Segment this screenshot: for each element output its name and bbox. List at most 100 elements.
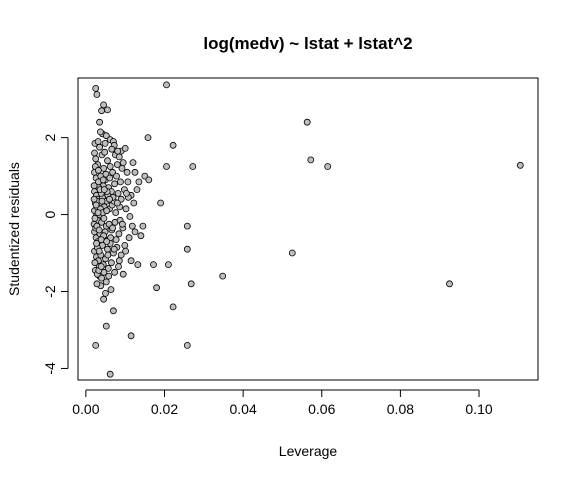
y-tick-label: 0 xyxy=(42,210,58,218)
data-point xyxy=(183,222,191,230)
data-point xyxy=(183,245,191,253)
data-point xyxy=(102,289,109,297)
data-point xyxy=(139,222,147,230)
data-point xyxy=(115,153,123,161)
data-point xyxy=(101,148,109,156)
y-axis-label: Studentized residuals xyxy=(6,162,22,296)
x-axis-label: Leverage xyxy=(279,443,338,459)
data-point xyxy=(187,280,195,288)
data-point xyxy=(105,272,113,280)
data-point xyxy=(183,341,191,349)
data-point xyxy=(93,239,100,247)
data-point xyxy=(169,141,177,149)
data-point xyxy=(113,161,121,169)
data-point xyxy=(134,261,142,269)
data-point xyxy=(516,161,524,169)
data-point xyxy=(92,155,100,163)
data-point xyxy=(104,157,111,165)
data-point xyxy=(106,370,114,378)
data-point xyxy=(92,341,100,349)
data-point xyxy=(119,159,127,167)
data-point xyxy=(110,245,118,253)
data-point xyxy=(90,182,98,190)
plot-frame xyxy=(77,77,539,381)
data-point xyxy=(92,85,100,92)
data-point xyxy=(114,147,122,155)
data-point xyxy=(97,128,104,136)
data-point xyxy=(104,251,112,259)
y-tick-label: 2 xyxy=(42,134,58,142)
x-tick-label: 0.10 xyxy=(465,401,492,417)
data-point xyxy=(307,156,315,164)
data-point xyxy=(127,257,135,265)
data-point xyxy=(111,180,118,188)
data-point xyxy=(128,222,136,230)
y-axis-ticks: -4 -2 0 2 xyxy=(42,134,68,375)
data-point xyxy=(110,307,117,315)
data-point xyxy=(145,176,153,184)
y-tick-label: -2 xyxy=(42,285,58,298)
x-tick-label: 0.02 xyxy=(151,401,178,417)
data-point xyxy=(157,199,165,207)
data-point xyxy=(123,168,131,176)
x-tick-label: 0.00 xyxy=(72,401,99,417)
data-point xyxy=(93,280,101,288)
data-point xyxy=(135,178,143,186)
data-point xyxy=(133,186,141,194)
data-point xyxy=(112,236,120,244)
x-tick-label: 0.08 xyxy=(387,401,414,417)
data-point xyxy=(137,232,145,240)
data-point xyxy=(115,230,123,238)
data-point xyxy=(113,172,120,180)
data-point xyxy=(114,189,122,197)
data-point xyxy=(98,197,106,205)
data-point xyxy=(131,228,139,236)
data-point xyxy=(189,163,197,170)
data-point xyxy=(103,207,111,215)
data-point xyxy=(126,213,134,220)
data-point xyxy=(98,107,105,115)
data-point xyxy=(163,81,170,89)
data-point xyxy=(98,274,105,282)
data-point xyxy=(102,322,110,330)
data-point xyxy=(102,278,110,286)
data-point xyxy=(101,139,109,147)
data-point xyxy=(324,163,332,170)
data-point xyxy=(100,101,107,109)
data-point xyxy=(163,163,170,170)
data-point xyxy=(144,134,152,142)
data-point xyxy=(115,263,122,270)
data-point xyxy=(111,268,118,276)
data-point xyxy=(112,209,120,217)
data-point xyxy=(125,234,133,242)
data-point xyxy=(150,261,157,269)
data-point xyxy=(219,272,227,280)
data-point xyxy=(107,286,115,294)
points-layer xyxy=(90,81,524,378)
data-point xyxy=(115,257,123,265)
data-point xyxy=(117,178,124,186)
data-point xyxy=(96,118,103,126)
data-point xyxy=(303,118,311,126)
data-point xyxy=(131,168,139,176)
y-tick-label: -4 xyxy=(42,362,58,375)
x-tick-label: 0.06 xyxy=(308,401,335,417)
data-point xyxy=(113,199,121,207)
x-axis-ticks: 0.00 0.02 0.04 0.06 0.08 0.10 xyxy=(72,390,493,417)
data-point xyxy=(153,284,161,292)
x-tick-label: 0.04 xyxy=(230,401,257,417)
data-point xyxy=(93,91,101,98)
data-point xyxy=(122,247,129,255)
data-point xyxy=(446,280,453,288)
data-point xyxy=(118,164,126,172)
data-point xyxy=(108,259,115,267)
data-point xyxy=(90,195,98,203)
data-point xyxy=(104,245,111,253)
data-point xyxy=(122,205,130,213)
data-point xyxy=(97,263,105,270)
data-point xyxy=(119,220,126,228)
data-point xyxy=(95,226,103,234)
data-point xyxy=(106,163,114,170)
data-point xyxy=(92,201,100,209)
